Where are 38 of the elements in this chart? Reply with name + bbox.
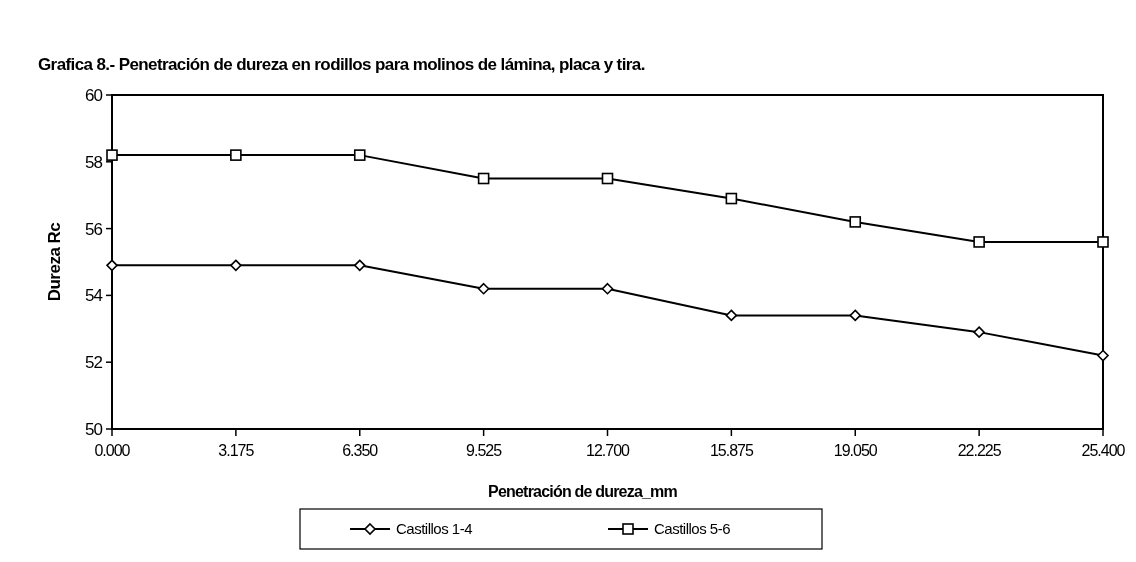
x-tick-label: 0.000: [94, 442, 131, 459]
point: [353, 149, 366, 161]
legend-label: Castillos 5-6: [654, 520, 731, 538]
point: [973, 326, 985, 338]
y-tick-label: 52: [85, 353, 103, 373]
x-tick-label: 25.400: [1081, 442, 1126, 459]
point: [601, 282, 614, 295]
point: [601, 172, 614, 185]
x-tick-label: 6.350: [342, 442, 379, 459]
x-tick-label: 19.050: [833, 442, 878, 459]
y-tick-label: 60: [85, 85, 103, 105]
y-axis-title: Dureza Rc: [45, 222, 64, 302]
y-tick-label: 50: [85, 419, 103, 439]
point: [230, 149, 242, 161]
point: [849, 309, 862, 322]
point: [353, 259, 366, 272]
point: [725, 309, 738, 322]
point: [477, 172, 490, 185]
point: [725, 192, 738, 205]
legend-label: Castillos 1-4: [396, 520, 473, 538]
point: [849, 216, 862, 228]
point: [1097, 349, 1109, 362]
x-tick-label: 22.225: [957, 442, 1002, 459]
point: [477, 282, 490, 295]
point: [106, 259, 118, 272]
point: [230, 259, 242, 272]
point: [1097, 236, 1109, 248]
x-tick-label: 15.875: [709, 442, 754, 459]
point: [973, 236, 985, 248]
y-tick-label: 56: [85, 219, 103, 239]
x-tick-label: 12.700: [586, 442, 631, 459]
y-tick-label: 58: [85, 152, 103, 172]
point: [106, 149, 118, 161]
x-tick-label: 9.525: [466, 442, 503, 459]
chart-title: Grafica 8.- Penetración de dureza en rodillos para molinos de lámina, placa y tira.: [38, 55, 645, 74]
x-axis-title: Penetración de dureza_mm: [488, 483, 678, 500]
x-tick-label: 3.175: [218, 442, 255, 459]
y-tick-label: 54: [85, 286, 103, 306]
